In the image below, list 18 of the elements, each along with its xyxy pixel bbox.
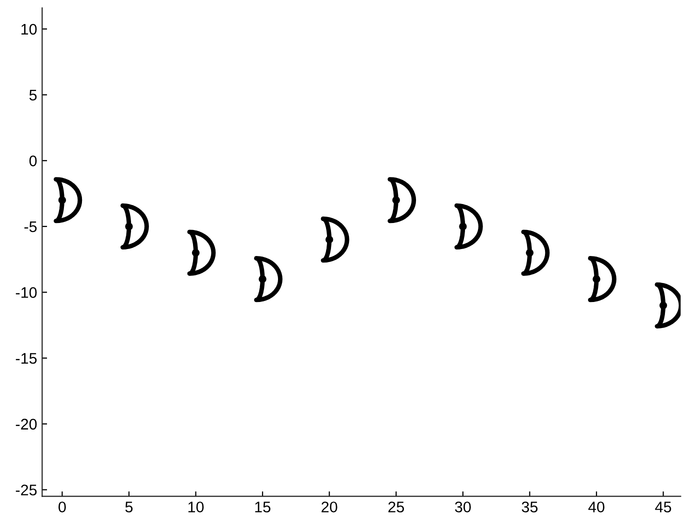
x-tick-label: 5 (125, 502, 133, 512)
x-tick-label: 30 (454, 502, 471, 512)
y-tick-label: -5 (24, 221, 37, 232)
y-tick-label: -20 (16, 418, 37, 430)
y-tick-label: 10 (21, 24, 37, 35)
x-tick-label: 45 (655, 502, 672, 512)
y-tick-label: -25 (16, 484, 37, 496)
y-tick-label: 0 (29, 155, 37, 166)
x-tick-label: 35 (522, 502, 538, 512)
x-tick-label: 40 (588, 502, 604, 512)
y-tick-label: -15 (16, 353, 37, 364)
x-tick-label: 25 (388, 502, 404, 512)
x-tick-label: 0 (58, 502, 66, 512)
x-tick-label: 15 (255, 502, 270, 512)
x-tick-label: 20 (322, 502, 338, 512)
y-tick-label: -10 (16, 287, 37, 298)
y-tick-label: 5 (29, 90, 37, 100)
x-tick-label: 10 (188, 502, 204, 512)
